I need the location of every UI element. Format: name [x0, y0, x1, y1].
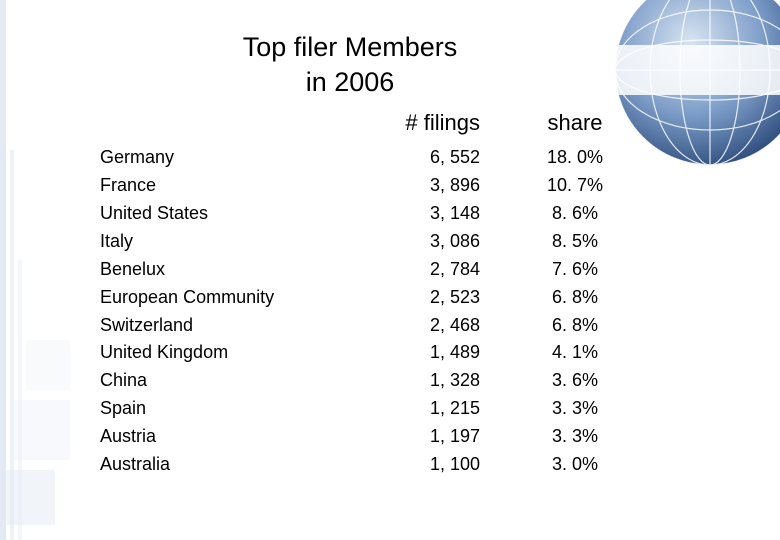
- table-cell-filings: 1, 100: [370, 451, 490, 479]
- table-cell-filings: 1, 328: [370, 367, 490, 395]
- table-cell-share: 4. 1%: [490, 339, 660, 367]
- table-cell-filings: 3, 086: [370, 228, 490, 256]
- table-cell-share: 10. 7%: [490, 172, 660, 200]
- table-cell-share: 3. 0%: [490, 451, 660, 479]
- table-cell-share: 3. 3%: [490, 423, 660, 451]
- table-cell-country: France: [100, 172, 370, 200]
- table-cell-share: 6. 8%: [490, 284, 660, 312]
- table-cell-share: 6. 8%: [490, 312, 660, 340]
- table-cell-country: Italy: [100, 228, 370, 256]
- table-cell-share: 7. 6%: [490, 256, 660, 284]
- table-cell-country: Austria: [100, 423, 370, 451]
- col-header-country: [100, 110, 370, 144]
- title-line-1: Top filer Members: [243, 32, 458, 62]
- table-cell-filings: 1, 489: [370, 339, 490, 367]
- table-cell-filings: 1, 215: [370, 395, 490, 423]
- col-header-filings: # filings: [370, 110, 490, 144]
- table-cell-country: Australia: [100, 451, 370, 479]
- table-cell-filings: 3, 148: [370, 200, 490, 228]
- table-cell-share: 8. 5%: [490, 228, 660, 256]
- table-cell-share: 3. 6%: [490, 367, 660, 395]
- table-cell-filings: 6, 552: [370, 144, 490, 172]
- table-cell-country: United Kingdom: [100, 339, 370, 367]
- title-line-2: in 2006: [306, 67, 395, 97]
- slide-content: Top filer Members in 2006 # filings shar…: [0, 0, 780, 509]
- filings-table: # filings share Germany6, 55218. 0% Franc…: [100, 110, 720, 479]
- table-cell-country: Spain: [100, 395, 370, 423]
- table-cell-filings: 2, 468: [370, 312, 490, 340]
- table-cell-country: Benelux: [100, 256, 370, 284]
- table-cell-share: 18. 0%: [490, 144, 660, 172]
- table-cell-filings: 2, 784: [370, 256, 490, 284]
- table-cell-country: United States: [100, 200, 370, 228]
- table-cell-filings: 3, 896: [370, 172, 490, 200]
- table-cell-filings: 1, 197: [370, 423, 490, 451]
- table-cell-country: Switzerland: [100, 312, 370, 340]
- table-cell-country: European Community: [100, 284, 370, 312]
- table-cell-share: 3. 3%: [490, 395, 660, 423]
- table-cell-country: Germany: [100, 144, 370, 172]
- table-cell-country: China: [100, 367, 370, 395]
- col-header-share: share: [490, 110, 660, 144]
- table-cell-share: 8. 6%: [490, 200, 660, 228]
- page-title: Top filer Members in 2006: [170, 30, 530, 100]
- table-cell-filings: 2, 523: [370, 284, 490, 312]
